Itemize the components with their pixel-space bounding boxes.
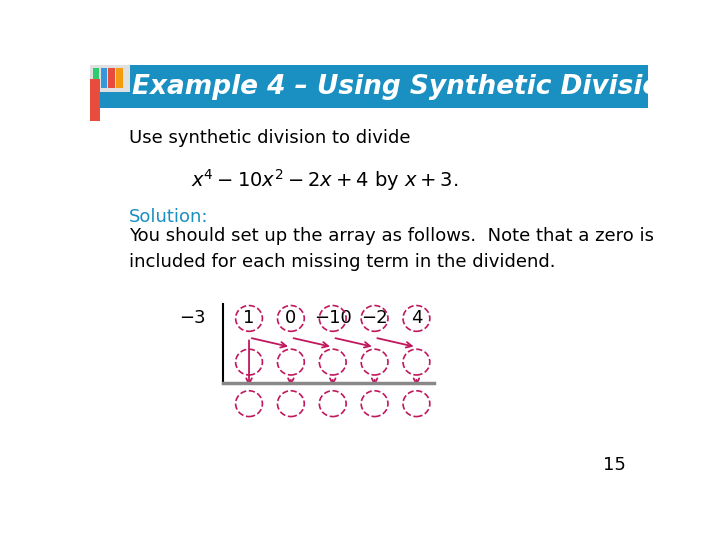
Text: −2: −2	[361, 309, 388, 327]
Text: You should set up the array as follows.  Note that a zero is
included for each m: You should set up the array as follows. …	[129, 227, 654, 272]
Text: 1: 1	[243, 309, 255, 327]
FancyBboxPatch shape	[90, 65, 130, 92]
FancyBboxPatch shape	[101, 68, 107, 87]
Text: Use synthetic division to divide: Use synthetic division to divide	[129, 129, 410, 147]
Text: $x^4 - 10x^2 - 2x + 4$ by $x + 3.$: $x^4 - 10x^2 - 2x + 4$ by $x + 3.$	[191, 167, 458, 193]
FancyBboxPatch shape	[93, 68, 99, 87]
Text: −10: −10	[314, 309, 351, 327]
FancyBboxPatch shape	[90, 79, 100, 121]
Text: 15: 15	[603, 456, 626, 474]
Text: Solution:: Solution:	[129, 208, 209, 226]
Text: −3: −3	[179, 309, 206, 327]
FancyBboxPatch shape	[109, 68, 115, 87]
FancyBboxPatch shape	[90, 65, 648, 109]
FancyBboxPatch shape	[116, 68, 123, 87]
Text: 4: 4	[410, 309, 422, 327]
Text: Example 4 – Using Synthetic Division: Example 4 – Using Synthetic Division	[132, 75, 679, 100]
Text: 0: 0	[285, 309, 297, 327]
